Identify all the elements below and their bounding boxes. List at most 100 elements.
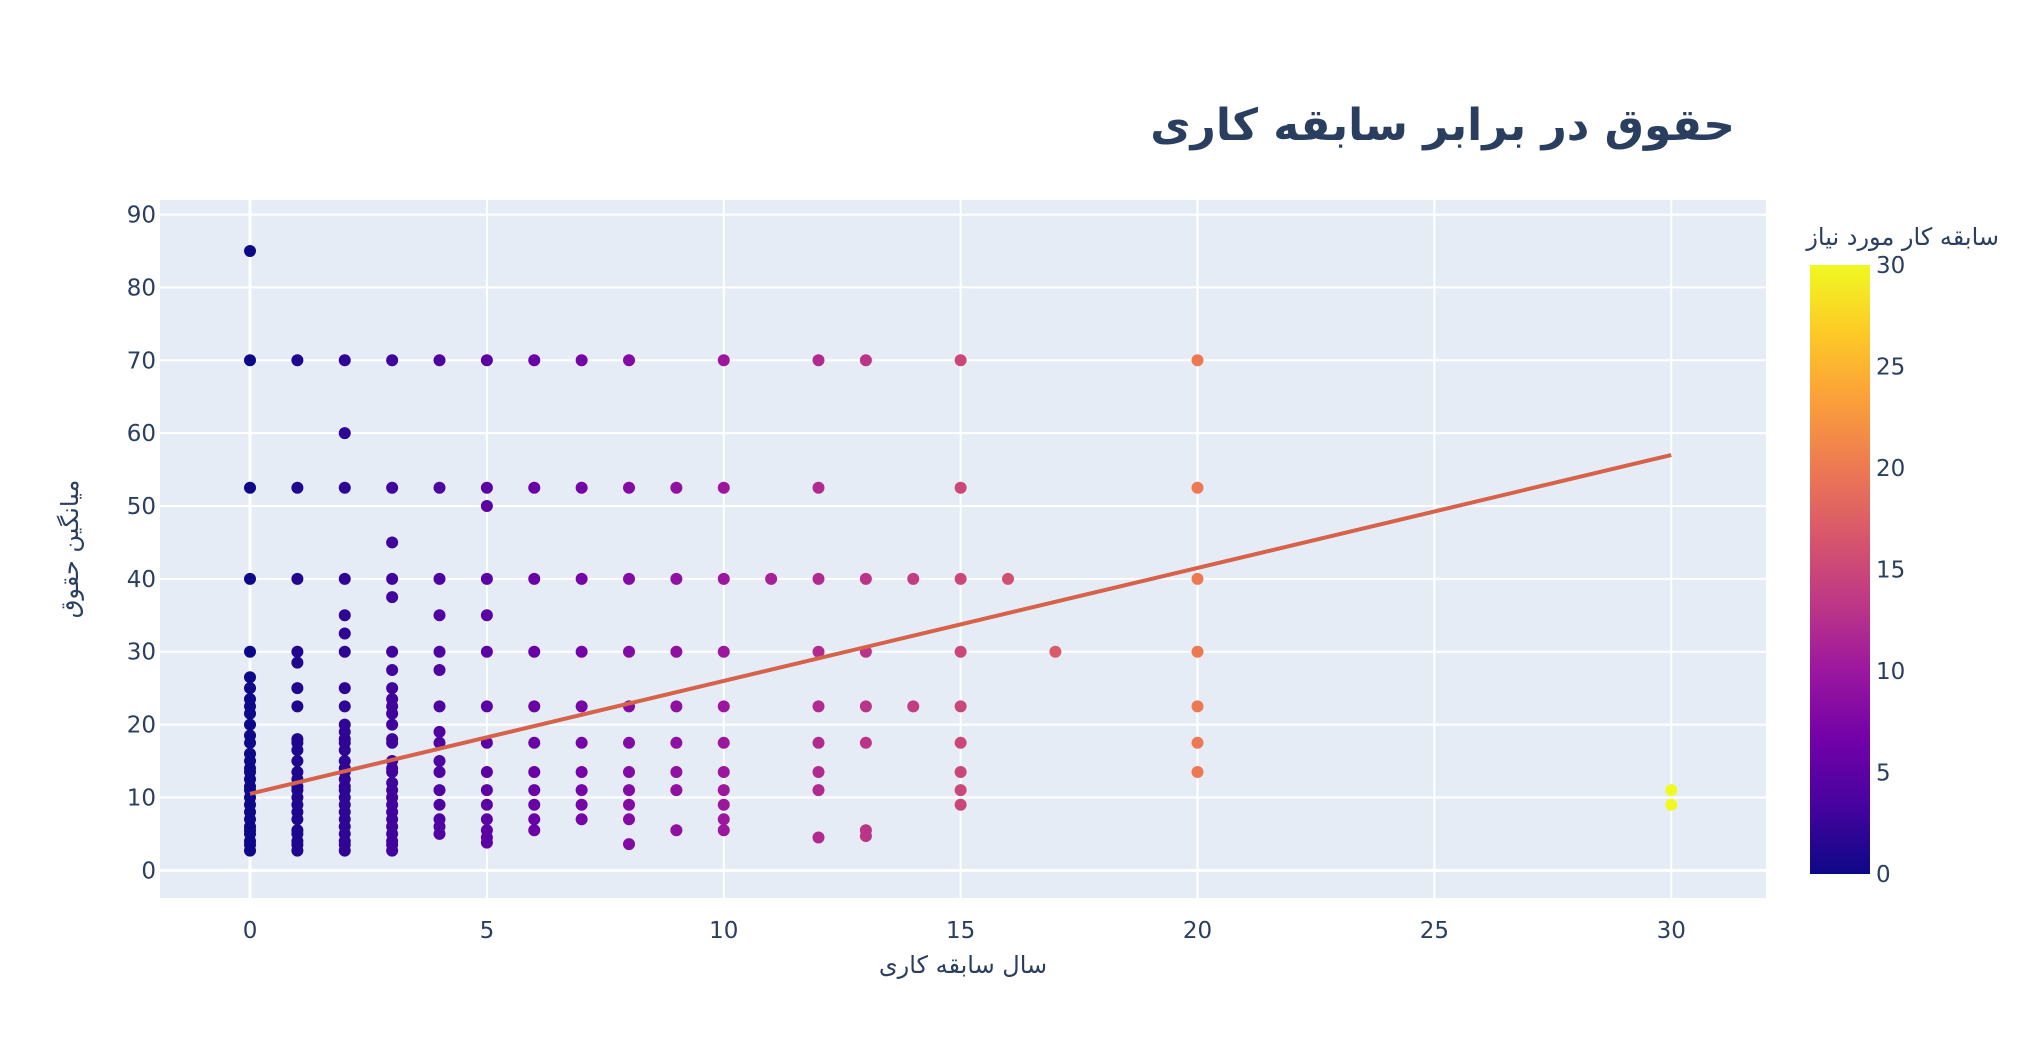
y-tick-label: 60	[127, 421, 156, 447]
y-tick-label: 10	[127, 785, 156, 811]
data-point	[244, 572, 257, 585]
data-point	[291, 813, 304, 826]
data-point	[433, 481, 446, 494]
data-point	[575, 798, 588, 811]
data-point	[433, 827, 446, 840]
data-point	[480, 765, 493, 778]
data-point	[670, 736, 683, 749]
data-point	[575, 572, 588, 585]
data-point	[338, 627, 351, 640]
data-point	[528, 481, 541, 494]
data-point	[575, 736, 588, 749]
data-point	[244, 844, 257, 857]
y-tick-label: 80	[127, 275, 156, 301]
data-point	[670, 765, 683, 778]
x-tick-label: 30	[1657, 918, 1686, 944]
data-point	[954, 572, 967, 585]
data-point	[338, 354, 351, 367]
data-point	[859, 830, 872, 843]
data-point	[433, 765, 446, 778]
data-point	[859, 572, 872, 585]
data-point	[433, 725, 446, 738]
data-point	[386, 481, 399, 494]
data-point	[480, 500, 493, 513]
data-point	[575, 481, 588, 494]
data-point	[954, 765, 967, 778]
data-point	[528, 784, 541, 797]
data-point	[528, 824, 541, 837]
data-point	[386, 736, 399, 749]
data-point	[717, 798, 730, 811]
data-point	[623, 784, 636, 797]
data-point	[717, 765, 730, 778]
data-point	[244, 736, 257, 749]
data-point	[528, 354, 541, 367]
data-point	[386, 354, 399, 367]
data-point	[812, 765, 825, 778]
data-point	[812, 736, 825, 749]
data-point	[1665, 798, 1678, 811]
data-point	[575, 765, 588, 778]
data-point	[717, 645, 730, 658]
data-point	[575, 813, 588, 826]
y-axis-ticks: 0 10 20 30 40 50 60 70 80 90	[127, 203, 156, 885]
data-point	[528, 813, 541, 826]
data-point	[386, 844, 399, 857]
data-point	[954, 700, 967, 713]
data-point	[1665, 784, 1678, 797]
trend-line	[249, 453, 1672, 796]
x-tick-label: 15	[946, 918, 975, 944]
data-point	[244, 354, 257, 367]
data-point	[386, 718, 399, 731]
colorbar	[1810, 265, 1870, 874]
y-tick-label: 90	[127, 203, 156, 229]
data-point	[670, 572, 683, 585]
data-point	[244, 707, 257, 720]
data-point	[1049, 645, 1062, 658]
data-point	[480, 813, 493, 826]
data-point	[859, 736, 872, 749]
data-point	[291, 700, 304, 713]
data-points	[244, 245, 1678, 857]
x-tick-label: 20	[1183, 918, 1212, 944]
data-point	[291, 755, 304, 768]
data-point	[1191, 700, 1204, 713]
data-point	[433, 736, 446, 749]
data-point	[433, 609, 446, 622]
data-point	[812, 481, 825, 494]
data-point	[433, 663, 446, 676]
data-point	[244, 645, 257, 658]
data-point	[1002, 572, 1015, 585]
data-point	[433, 798, 446, 811]
data-point	[244, 682, 257, 695]
data-point	[338, 844, 351, 857]
data-point	[386, 536, 399, 549]
data-point	[1191, 765, 1204, 778]
data-point	[244, 481, 257, 494]
data-point	[480, 645, 493, 658]
y-tick-label: 20	[127, 713, 156, 739]
y-tick-label: 40	[127, 567, 156, 593]
data-point	[480, 836, 493, 849]
data-point	[433, 784, 446, 797]
x-axis-ticks: 0 5 10 15 20 25 30	[243, 918, 1686, 944]
y-tick-label: 0	[141, 858, 156, 884]
y-tick-label: 70	[127, 348, 156, 374]
trend-line-group	[249, 453, 1672, 796]
data-point	[244, 671, 257, 684]
data-point	[386, 645, 399, 658]
data-point	[386, 663, 399, 676]
y-tick-label: 50	[127, 494, 156, 520]
data-point	[812, 700, 825, 713]
data-point	[670, 700, 683, 713]
colorbar-tick-label: 30	[1876, 253, 1905, 279]
data-point	[480, 798, 493, 811]
colorbar-tick-label: 10	[1876, 659, 1905, 685]
x-tick-label: 5	[480, 918, 495, 944]
data-point	[670, 784, 683, 797]
colorbar-tick-label: 5	[1876, 761, 1891, 787]
data-point	[575, 645, 588, 658]
data-point	[954, 798, 967, 811]
data-point	[954, 481, 967, 494]
